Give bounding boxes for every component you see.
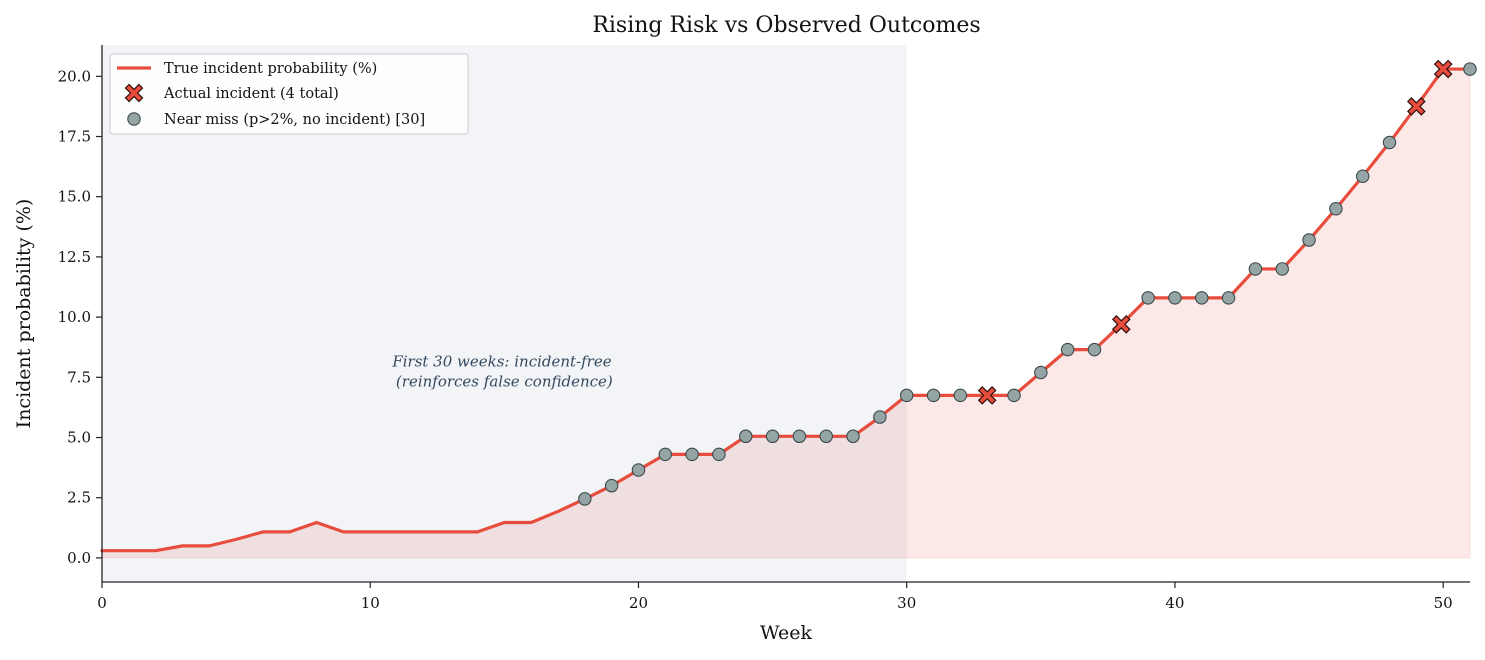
near-miss-point [685,447,699,462]
near-miss-point [765,429,780,444]
y-tick-label: 0.0 [67,549,91,567]
near-miss-point [926,388,941,403]
near-miss-point [1302,233,1316,247]
x-tick-label: 20 [629,594,648,612]
x-axis-ticks: 0 10 20 30 40 50 [97,582,1453,612]
probability-line [100,67,1472,553]
near-miss-point [578,492,592,506]
near-miss-point [1248,262,1263,276]
x-tick-label: 50 [1434,594,1453,612]
near-miss-point [712,447,726,462]
near-miss-point [792,429,807,444]
near-miss-point [631,463,646,477]
near-miss-point [846,429,860,444]
legend-near-miss-swatch [127,112,141,126]
legend-incident-marker [124,83,144,103]
y-tick-label: 5.0 [67,429,91,447]
incident-point [1433,59,1453,79]
y-tick-label: 7.5 [67,368,91,386]
near-miss-point [1087,342,1102,357]
x-tick-label: 30 [897,594,916,612]
annotation-line-1: First 30 weeks: incident-free [391,352,611,370]
annotation: First 30 weeks: incident-free (reinforce… [391,352,616,390]
near-miss-point [899,388,914,403]
near-miss-point [1329,201,1343,216]
legend-entry-probability: True incident probability (%) [164,61,377,77]
near-miss-point [604,478,619,493]
near-miss-point [873,410,887,424]
legend-entry-near-miss: Near miss (p>2%, no incident) [30] [164,112,425,128]
legend: True incident probability (%) Actual inc… [109,53,469,135]
near-miss-point [1141,291,1155,305]
x-tick-label: 10 [361,594,380,612]
near-miss-point [1463,62,1477,76]
y-tick-label: 17.5 [58,128,91,146]
incident-point [1407,97,1426,116]
legend-incident-swatch [124,83,144,103]
legend-entry-incident: Actual incident (4 total) [163,86,339,102]
near-miss-point [1221,291,1236,305]
y-tick-label: 15.0 [58,188,91,206]
legend-box [109,53,469,135]
y-tick-label: 2.5 [67,489,91,507]
near-miss-point [1195,291,1209,305]
incident-markers [977,59,1453,405]
near-miss-point [1007,388,1021,403]
near-miss-point [739,429,753,444]
near-miss-point [953,388,968,403]
near-miss-point [819,429,833,444]
annotation-line-2: (reinforces false confidence) [396,372,613,390]
chart-title: Rising Risk vs Observed Outcomes [592,13,980,38]
x-tick-label: 40 [1165,594,1184,612]
near-miss-point [1382,135,1397,150]
near-miss-point [1355,169,1370,183]
y-axis-ticks: 0.0 2.5 5.0 7.5 10.0 12.5 15.0 17.5 20.0 [58,67,102,567]
incident-point [977,386,997,405]
incident-point [1111,314,1131,334]
y-axis-label: Incident probability (%) [13,199,35,429]
near-miss-point [1275,262,1289,276]
near-miss-point [1060,342,1075,357]
y-tick-label: 12.5 [58,248,91,266]
near-miss-markers [578,62,1477,506]
near-miss-point [658,447,673,462]
near-miss-point [1034,365,1048,380]
near-miss-point [1168,291,1182,305]
y-tick-label: 20.0 [58,67,91,85]
y-tick-label: 10.0 [58,308,91,326]
x-tick-label: 0 [97,594,107,612]
x-axis-label: Week [760,622,812,644]
